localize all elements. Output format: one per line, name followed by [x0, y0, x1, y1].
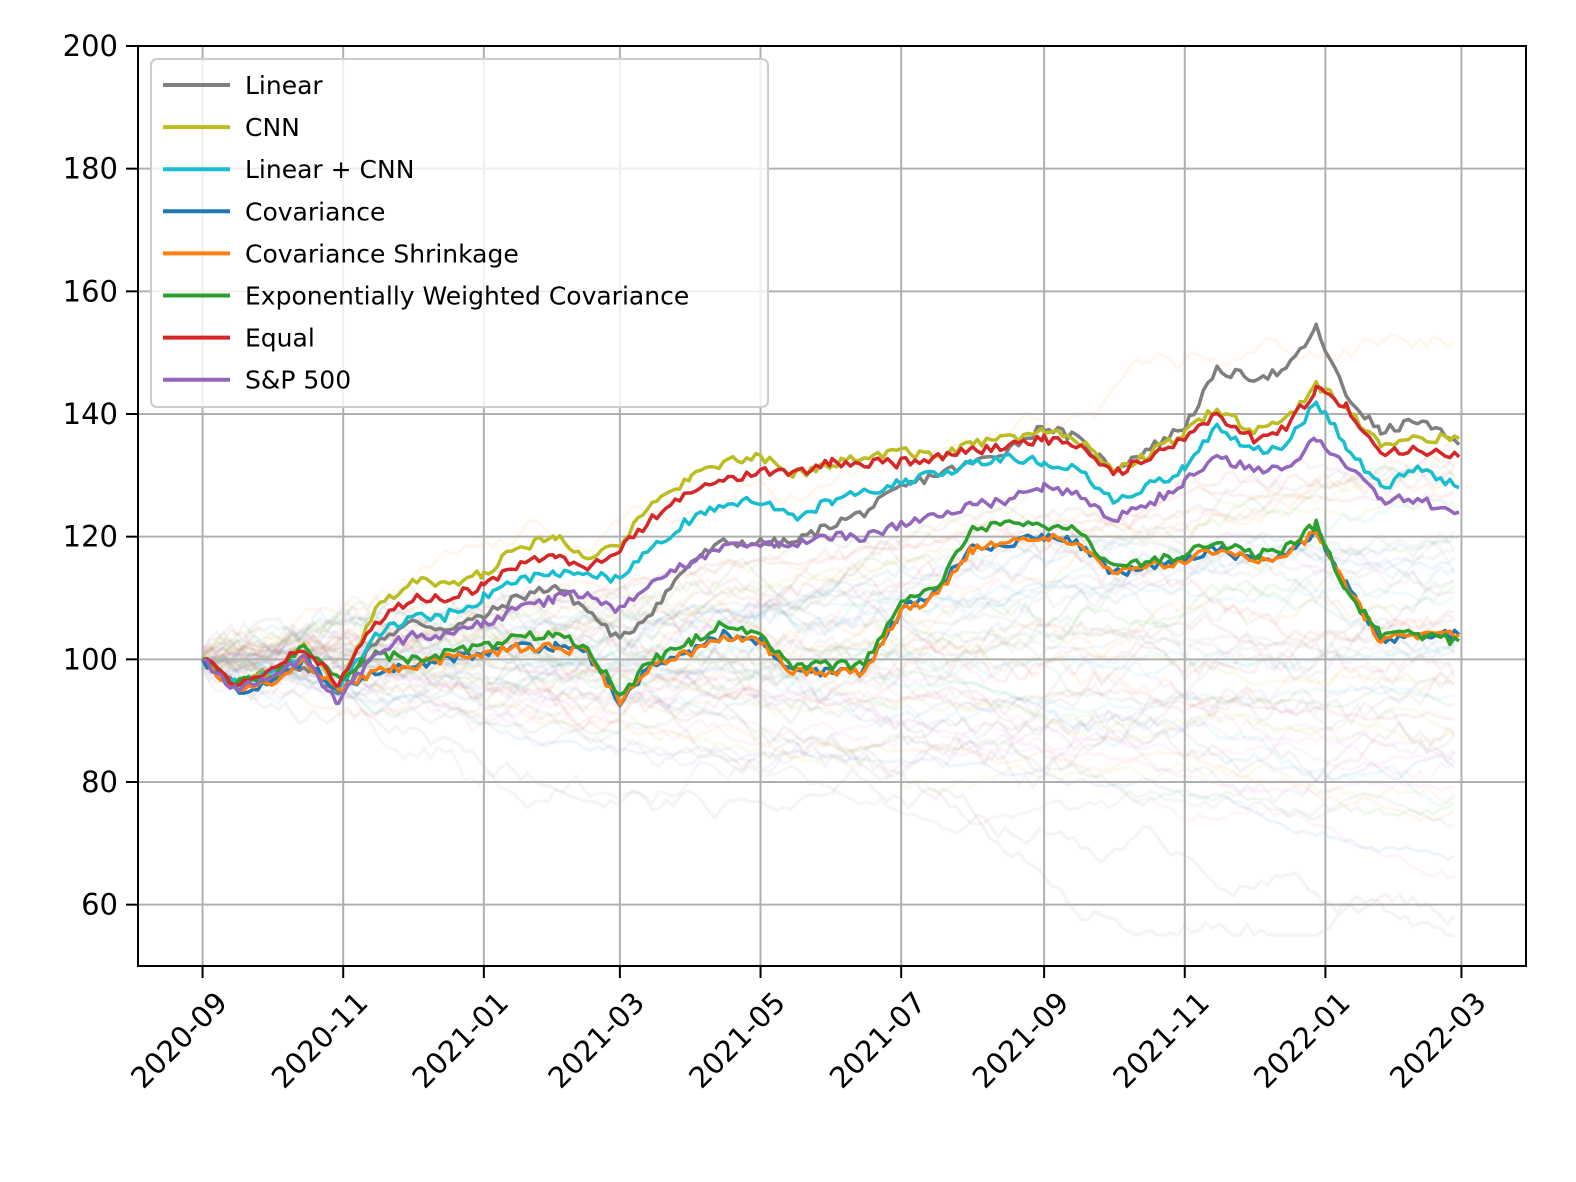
background-asset-line — [201, 532, 1456, 686]
y-axis: 60 80 100 120 140 160 180 200 — [63, 29, 138, 922]
background-asset-line — [202, 552, 1456, 657]
series-line-s-p-500 — [201, 436, 1460, 706]
series-line-linear — [201, 322, 1461, 696]
y-tick-label: 200 — [63, 29, 118, 63]
y-tick-label: 60 — [81, 888, 118, 922]
background-asset-line — [201, 464, 1456, 701]
background-asset-line — [202, 650, 1455, 796]
background-asset-line — [201, 456, 1456, 658]
background-asset-line — [202, 578, 1455, 666]
background-asset-line — [201, 657, 1456, 823]
background-asset-line — [201, 653, 1455, 745]
legend-box — [150, 58, 769, 408]
background-asset-line — [201, 659, 1455, 880]
background-asset-line — [201, 636, 1456, 807]
background-asset-line — [202, 543, 1456, 699]
legend-label: Linear + CNN — [245, 155, 414, 184]
background-asset-line — [202, 549, 1455, 668]
background-asset-line — [201, 631, 1455, 938]
background-asset-line — [201, 660, 1455, 835]
background-asset-line — [201, 665, 1456, 811]
background-asset-line — [202, 539, 1456, 671]
background-asset-line — [202, 650, 1456, 762]
background-asset-line — [201, 656, 1456, 862]
background-asset-line — [202, 530, 1456, 663]
background-asset-line — [202, 658, 1456, 806]
series-line-linear-cnn — [201, 400, 1460, 693]
background-asset-line — [202, 464, 1456, 654]
background-asset-line — [201, 470, 1455, 668]
legend: Linear CNN Linear + CNN Covariance Covarianc… — [150, 58, 769, 408]
background-asset-line — [201, 581, 1456, 675]
background-asset-line — [201, 645, 1456, 738]
legend-label: S&P 500 — [245, 366, 351, 395]
background-asset-line — [201, 453, 1456, 670]
background-asset-line — [202, 646, 1456, 741]
y-tick-label: 180 — [63, 152, 118, 186]
background-asset-line — [201, 640, 1456, 716]
legend-label: Covariance Shrinkage — [245, 239, 519, 268]
y-tick-label: 160 — [63, 274, 118, 308]
series-line-equal — [202, 384, 1461, 688]
background-asset-line — [201, 635, 1456, 785]
y-tick-label: 120 — [63, 520, 118, 554]
y-tick-label: 100 — [63, 642, 118, 676]
series-lines — [201, 322, 1461, 708]
series-line-cnn — [201, 379, 1460, 690]
background-asset-line — [201, 650, 1456, 784]
y-tick-label: 140 — [63, 397, 118, 431]
plot-frame — [137, 45, 1527, 967]
background-asset-line — [202, 614, 1456, 784]
legend-label: CNN — [245, 113, 300, 142]
background-asset-line — [201, 653, 1456, 821]
legend-label: Equal — [245, 324, 315, 353]
background-asset-line — [202, 618, 1455, 676]
legend-label: Covariance — [245, 197, 385, 226]
y-tick-label: 80 — [81, 765, 118, 799]
background-asset-line — [201, 656, 1456, 927]
background-asset-line — [202, 437, 1456, 665]
background-asset-line — [202, 664, 1456, 805]
series-line-exponentially-weighted-covariance — [202, 518, 1461, 697]
background-asset-line — [201, 571, 1456, 687]
background-asset-line — [201, 484, 1456, 657]
legend-label: Exponentially Weighted Covariance — [245, 282, 689, 311]
legend-label: Linear — [245, 71, 323, 100]
background-asset-line — [202, 600, 1456, 669]
